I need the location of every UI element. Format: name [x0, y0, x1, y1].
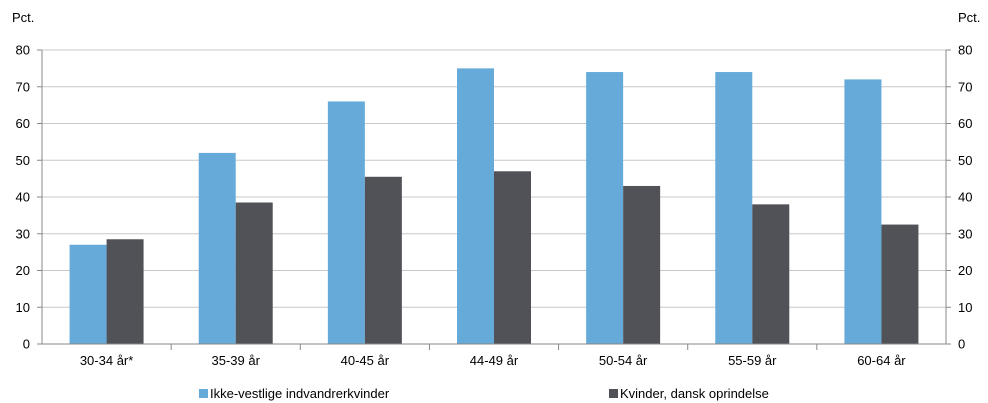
x-tick-label: 60-64 år	[857, 353, 906, 368]
bar-series-1	[327, 101, 365, 344]
legend-label-2: Kvinder, dansk oprindelse	[620, 386, 769, 401]
y-unit-right: Pct.	[958, 10, 980, 25]
bar-series-2	[235, 202, 273, 344]
y-tick-label-left: 80	[16, 43, 30, 58]
bar-series-2	[623, 185, 661, 344]
x-tick-label: 50-54 år	[599, 353, 648, 368]
y-tick-label-left: 0	[23, 337, 30, 352]
legend-label-1: Ikke-vestlige indvandrerkvinder	[210, 386, 390, 401]
y-unit-left: Pct.	[12, 10, 34, 25]
bars	[69, 68, 919, 345]
y-tick-label-right: 50	[958, 153, 972, 168]
x-tick-label: 35-39 år	[212, 353, 261, 368]
y-tick-label-right: 60	[958, 116, 972, 131]
bar-series-1	[69, 244, 107, 344]
x-tick-label: 44-49 år	[470, 353, 519, 368]
y-tick-label-right: 80	[958, 43, 972, 58]
y-tick-label-right: 10	[958, 300, 972, 315]
y-tick-label-right: 30	[958, 226, 972, 241]
legend: Ikke-vestlige indvandrerkvinder Kvinder, …	[199, 386, 769, 401]
y-tick-label-right: 40	[958, 190, 972, 205]
y-tick-label-left: 50	[16, 153, 30, 168]
y-tick-label-left: 60	[16, 116, 30, 131]
bar-series-1	[457, 68, 494, 344]
axes: 0 0 10 10 20 20 30 30 40 40 50 50 60 60 70 70 80 80 30-34 …	[16, 43, 973, 369]
y-tick-label-right: 20	[958, 263, 972, 278]
x-tick-label: 40-45 år	[341, 353, 390, 368]
y-tick-label-left: 10	[16, 300, 30, 315]
y-tick-label-left: 20	[16, 263, 30, 278]
bar-series-2	[494, 171, 531, 344]
y-tick-label-left: 40	[16, 190, 30, 205]
bar-series-1	[586, 72, 624, 345]
x-tick-label: 30-34 år*	[80, 353, 133, 368]
bar-series-1	[198, 152, 236, 344]
bar-series-2	[106, 239, 144, 344]
bar-series-1	[715, 72, 753, 345]
y-tick-label-right: 0	[958, 337, 965, 352]
x-tick-label: 55-59 år	[728, 353, 777, 368]
y-tick-label-right: 70	[958, 79, 972, 94]
y-tick-label-left: 70	[16, 79, 30, 94]
bar-series-2	[752, 204, 790, 344]
bar-series-2	[364, 176, 402, 344]
y-tick-label-left: 30	[16, 226, 30, 241]
bar-series-1	[844, 79, 882, 345]
bar-series-2	[881, 224, 919, 344]
legend-swatch-1	[199, 389, 208, 398]
legend-swatch-2	[609, 389, 618, 398]
